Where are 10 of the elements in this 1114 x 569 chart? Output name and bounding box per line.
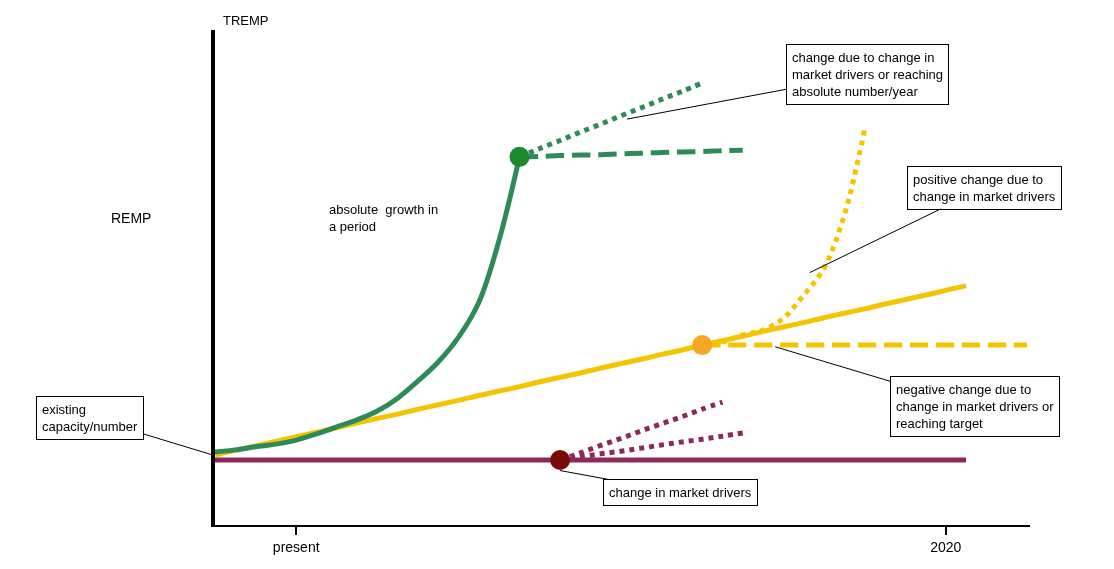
annotation: negative change due to change in market drivers or reaching target <box>896 382 1055 431</box>
annotation: positive change due to change in market drivers <box>913 172 1056 204</box>
annotation: absolute growth in a period <box>329 202 439 234</box>
text: existing capacity/number <box>42 402 139 434</box>
x-tick-label: 2020 <box>930 538 962 555</box>
annotation: change due to change in market drivers or reaching absolute number/year <box>792 50 943 99</box>
x-tick-label: present <box>272 538 320 555</box>
text: TREMP <box>223 13 269 28</box>
y-axis-title: REMP <box>111 210 152 226</box>
annotation: change in market drivers <box>609 485 752 500</box>
